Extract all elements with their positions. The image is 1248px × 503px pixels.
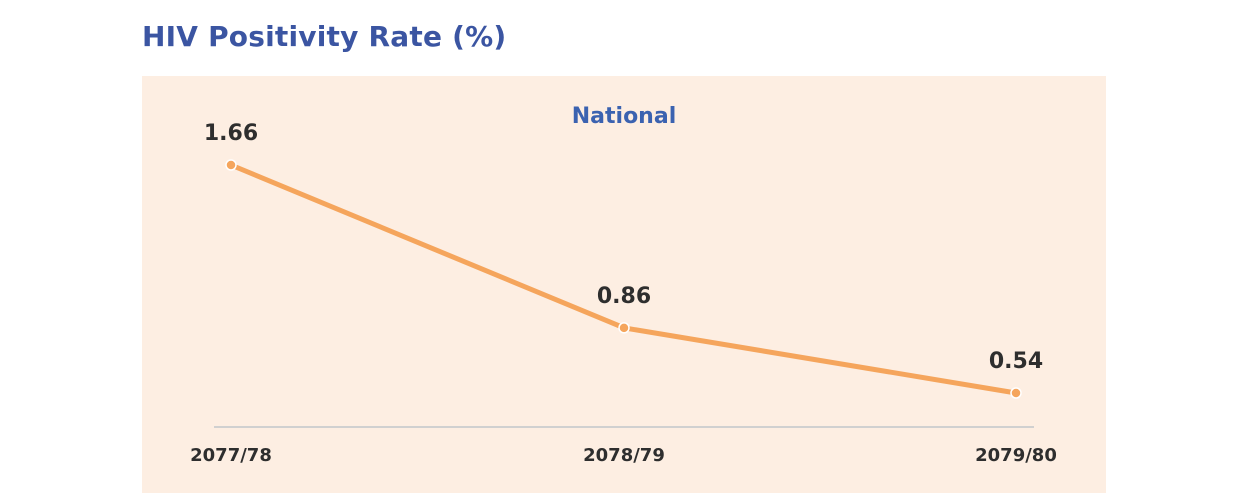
chart-panel [142,76,1106,493]
data-point [225,159,237,171]
plot-layer: 1.66 2077/78 0.86 2078/79 0.54 2079/80 [190,121,1057,466]
data-label: 1.66 [204,121,258,146]
data-point [618,322,630,334]
x-tick-label: 2079/80 [975,445,1057,466]
x-tick-label: 2078/79 [583,445,665,466]
data-label: 0.54 [989,349,1043,374]
data-label: 0.86 [597,284,651,309]
chart-title: National [572,104,676,129]
series-line [228,162,1019,396]
x-tick-label: 2077/78 [190,445,272,466]
page-title: HIV Positivity Rate (%) [142,20,507,53]
data-point [1010,387,1022,399]
